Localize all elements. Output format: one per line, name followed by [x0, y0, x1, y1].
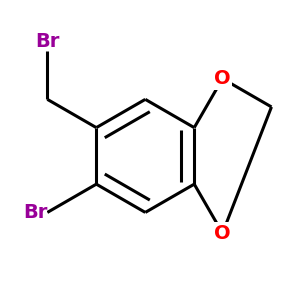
Text: Br: Br [23, 203, 47, 222]
Text: Br: Br [35, 32, 60, 51]
Text: O: O [214, 224, 231, 243]
Text: O: O [214, 69, 231, 88]
